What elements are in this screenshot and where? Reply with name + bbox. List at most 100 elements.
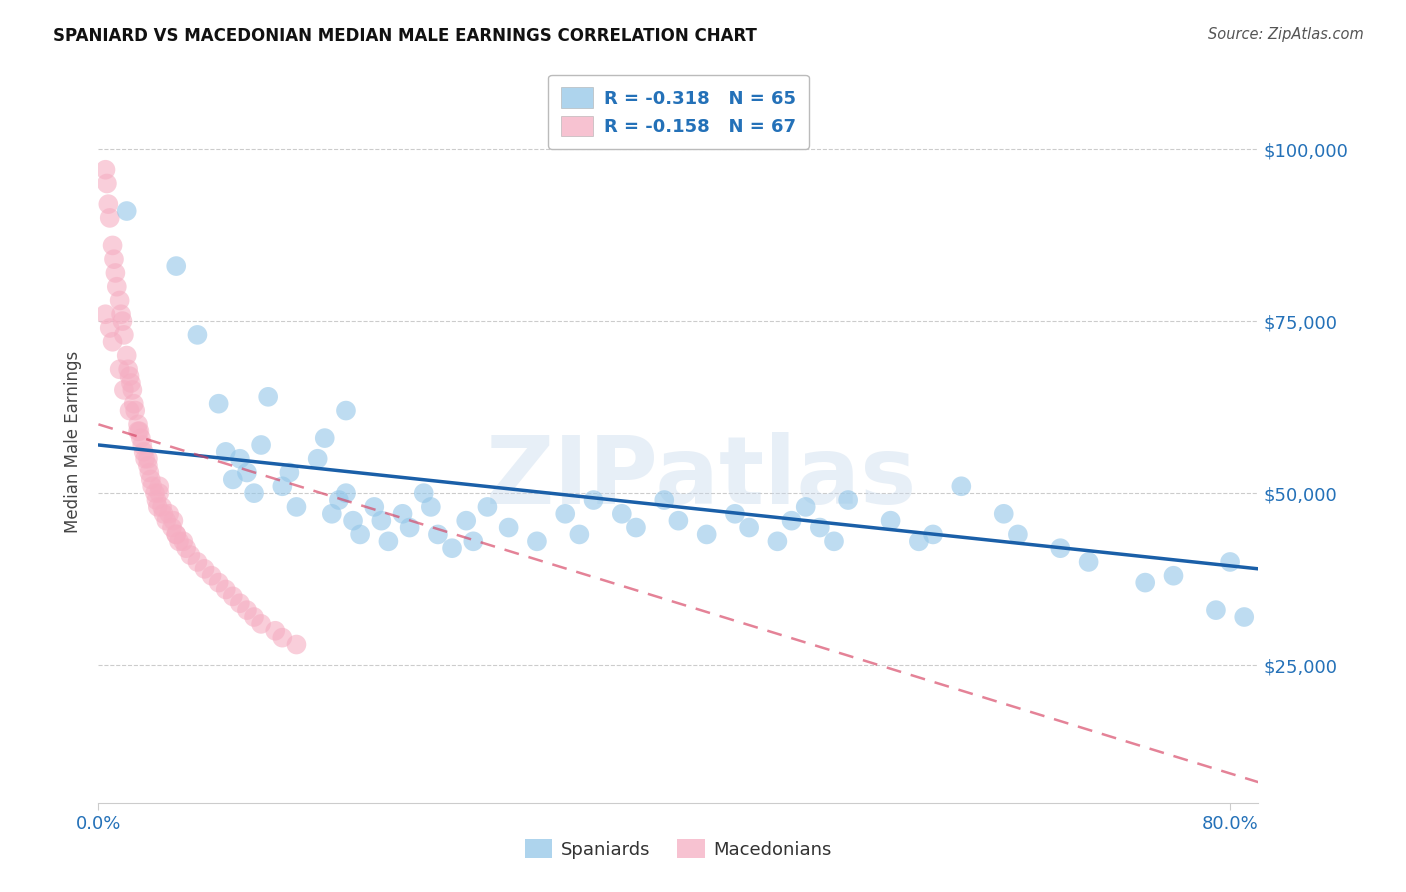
Point xyxy=(794,500,817,514)
Point xyxy=(136,458,159,473)
Point xyxy=(165,527,187,541)
Text: Source: ZipAtlas.com: Source: ZipAtlas.com xyxy=(1208,27,1364,42)
Point xyxy=(117,362,139,376)
Point xyxy=(278,466,301,480)
Point xyxy=(131,438,153,452)
Point xyxy=(132,445,155,459)
Point xyxy=(118,403,141,417)
Point xyxy=(328,493,350,508)
Point xyxy=(285,500,308,514)
Point xyxy=(1007,527,1029,541)
Point xyxy=(200,568,222,582)
Point xyxy=(179,548,201,562)
Point xyxy=(257,390,280,404)
Point xyxy=(120,376,142,390)
Point xyxy=(162,514,184,528)
Point xyxy=(186,555,208,569)
Point xyxy=(1205,603,1227,617)
Point xyxy=(167,534,190,549)
Point xyxy=(222,472,245,486)
Point xyxy=(104,266,127,280)
Point xyxy=(101,238,124,252)
Point xyxy=(441,541,464,556)
Point xyxy=(115,204,138,219)
Point xyxy=(398,520,420,534)
Point xyxy=(666,514,689,528)
Point xyxy=(108,362,131,376)
Point xyxy=(1077,555,1099,569)
Point xyxy=(148,479,170,493)
Point xyxy=(108,293,131,308)
Legend: Spaniards, Macedonians: Spaniards, Macedonians xyxy=(517,832,839,866)
Point xyxy=(271,479,294,493)
Point xyxy=(157,507,180,521)
Point xyxy=(186,327,208,342)
Text: ZIPatlas: ZIPatlas xyxy=(486,432,917,524)
Point xyxy=(129,431,152,445)
Point xyxy=(696,527,718,541)
Point xyxy=(582,493,605,508)
Point xyxy=(250,438,273,452)
Point xyxy=(148,486,170,500)
Point xyxy=(568,527,591,541)
Point xyxy=(141,479,163,493)
Point xyxy=(391,507,413,521)
Point xyxy=(110,307,132,321)
Point xyxy=(174,541,197,556)
Point xyxy=(98,211,121,225)
Point xyxy=(419,500,441,514)
Point xyxy=(128,424,150,438)
Point xyxy=(652,493,675,508)
Point xyxy=(112,383,135,397)
Point xyxy=(271,631,294,645)
Text: SPANIARD VS MACEDONIAN MEDIAN MALE EARNINGS CORRELATION CHART: SPANIARD VS MACEDONIAN MEDIAN MALE EARNI… xyxy=(53,27,758,45)
Point xyxy=(335,486,357,500)
Point xyxy=(879,514,901,528)
Point xyxy=(314,431,336,445)
Point xyxy=(229,451,252,466)
Point xyxy=(766,534,789,549)
Point xyxy=(165,259,187,273)
Point xyxy=(724,507,747,521)
Point xyxy=(922,527,945,541)
Point xyxy=(477,500,499,514)
Point xyxy=(456,514,478,528)
Point xyxy=(215,582,238,597)
Point xyxy=(127,417,149,432)
Point xyxy=(208,397,231,411)
Point xyxy=(118,369,141,384)
Point xyxy=(94,307,117,321)
Point xyxy=(837,493,859,508)
Point xyxy=(243,486,266,500)
Point xyxy=(111,314,134,328)
Y-axis label: Median Male Earnings: Median Male Earnings xyxy=(63,351,82,533)
Point xyxy=(463,534,485,549)
Point xyxy=(155,514,177,528)
Point xyxy=(146,500,169,514)
Point xyxy=(377,534,399,549)
Point xyxy=(370,514,392,528)
Point xyxy=(124,403,146,417)
Point xyxy=(134,451,156,466)
Point xyxy=(1219,555,1241,569)
Point xyxy=(122,397,145,411)
Point xyxy=(426,527,449,541)
Point xyxy=(208,575,231,590)
Point xyxy=(127,424,149,438)
Point xyxy=(823,534,845,549)
Point xyxy=(1135,575,1157,590)
Point xyxy=(321,507,343,521)
Point xyxy=(160,520,183,534)
Point xyxy=(808,520,831,534)
Point xyxy=(349,527,371,541)
Point xyxy=(738,520,761,534)
Point xyxy=(115,349,138,363)
Point xyxy=(152,507,174,521)
Point xyxy=(335,403,357,417)
Point xyxy=(236,603,259,617)
Point xyxy=(112,327,135,342)
Point xyxy=(363,500,385,514)
Point xyxy=(97,197,120,211)
Point xyxy=(138,466,160,480)
Point xyxy=(143,486,166,500)
